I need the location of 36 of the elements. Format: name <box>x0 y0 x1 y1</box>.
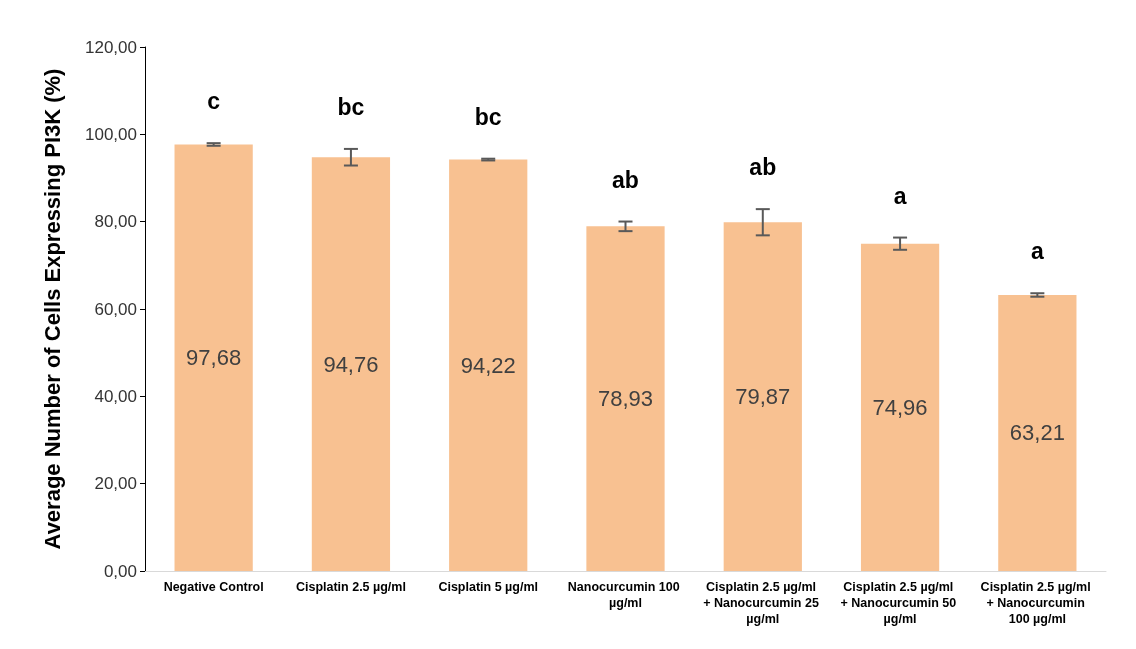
y-tick-label: 0,00 <box>103 561 137 581</box>
y-tick-label: 60,00 <box>94 299 137 319</box>
annotation: ab <box>749 154 777 181</box>
x-tick-label: Negative Control <box>163 580 264 594</box>
x-tick-label: Nanocurcumin 100 µg/ml <box>567 580 684 610</box>
x-tick-label: Cisplatin 5 µg/ml <box>438 580 539 594</box>
y-tick-label: 80,00 <box>94 212 137 232</box>
data-label: 63,21 <box>1009 420 1065 446</box>
annotation: c <box>207 88 221 115</box>
bar <box>449 159 528 571</box>
y-tick-label: 20,00 <box>94 474 137 494</box>
y-tick-label: 120,00 <box>85 37 137 57</box>
x-tick-label: Cisplatin 2.5 µg/ml <box>295 580 406 594</box>
bar <box>311 157 391 571</box>
x-tick-label: Cisplatin 2.5 µg/ml + Nanocurcumin 50 µg/ml <box>840 580 960 626</box>
data-label: 97,68 <box>186 345 242 371</box>
data-label: 94,76 <box>323 351 379 377</box>
annotation: ab <box>612 166 639 193</box>
y-tick-label: 40,00 <box>94 386 137 406</box>
bar <box>998 294 1077 571</box>
annotation: bc <box>474 103 502 130</box>
data-label: 79,87 <box>735 384 791 410</box>
data-label: 78,93 <box>597 386 654 412</box>
annotation: a <box>1030 238 1044 265</box>
data-label: 74,96 <box>872 394 928 420</box>
x-tick-label: Cisplatin 2.5 µg/ml + Nanocurcumin 100 µg/ml <box>980 580 1095 626</box>
y-tick-label: 100,00 <box>85 124 137 144</box>
y-axis-title: Average Number of Cells Expressing PI3K (%) <box>39 68 65 550</box>
bar <box>723 222 802 571</box>
bar <box>860 243 940 571</box>
data-label: 94,22 <box>460 352 516 378</box>
bar <box>586 226 665 571</box>
bar <box>174 144 253 571</box>
annotation: a <box>893 182 907 209</box>
annotation: bc <box>337 93 365 120</box>
x-tick-label: Cisplatin 2.5 µg/ml + Nanocurcumin 25 µg/ml <box>703 580 823 626</box>
